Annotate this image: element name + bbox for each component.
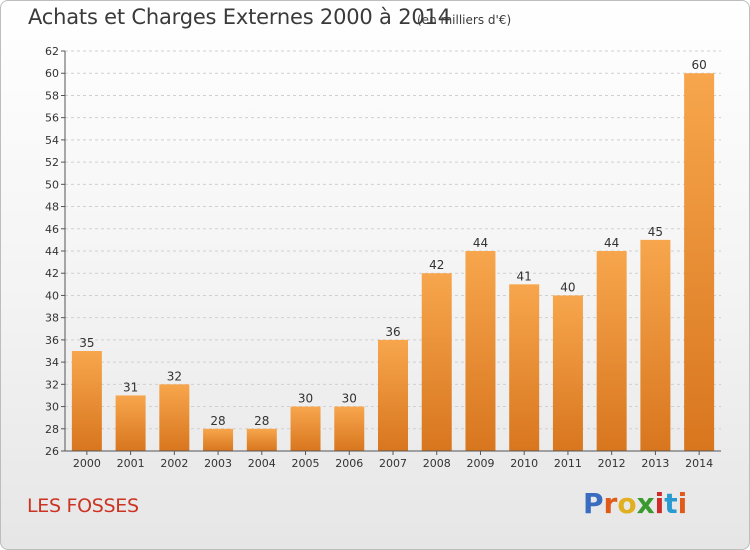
y-tick-label: 30	[45, 401, 59, 414]
data-label: 45	[648, 225, 663, 239]
data-label: 30	[342, 392, 357, 406]
y-tick-label: 62	[45, 45, 59, 58]
logo-letter: i	[677, 487, 688, 520]
x-tick-label: 2008	[423, 457, 451, 470]
y-tick-label: 38	[45, 312, 59, 325]
y-tick-label: 56	[45, 112, 59, 125]
data-label: 42	[429, 258, 444, 272]
x-tick-label: 2004	[248, 457, 276, 470]
data-label: 28	[210, 414, 225, 428]
y-tick-label: 32	[45, 378, 59, 391]
y-tick-label: 40	[45, 289, 59, 302]
logo-letter: i	[654, 487, 665, 520]
x-tick-label: 2005	[292, 457, 320, 470]
bar-2011	[552, 295, 583, 451]
bar-2008	[421, 273, 452, 451]
y-tick-label: 52	[45, 156, 59, 169]
data-label: 30	[298, 392, 313, 406]
logo-letter: x	[636, 487, 655, 520]
data-label: 44	[604, 236, 619, 250]
x-tick-label: 2014	[685, 457, 713, 470]
bar-2010	[509, 284, 540, 451]
x-tick-label: 2002	[160, 457, 188, 470]
data-label: 44	[473, 236, 488, 250]
x-tick-label: 2001	[117, 457, 145, 470]
y-tick-label: 28	[45, 423, 59, 436]
bar-2001	[115, 395, 146, 451]
bar-2009	[465, 251, 496, 451]
y-tick-label: 34	[45, 356, 59, 369]
x-tick-label: 2007	[379, 457, 407, 470]
chart-title: Achats et Charges Externes 2000 à 2014	[28, 5, 451, 29]
bar-2014	[684, 73, 715, 451]
bar-2000	[71, 351, 102, 451]
x-tick-label: 2009	[466, 457, 494, 470]
bar-2002	[159, 384, 190, 451]
bar-2012	[596, 251, 627, 451]
chart-unit: (en milliers d'€)	[417, 13, 512, 27]
data-label: 36	[385, 325, 400, 339]
x-tick-label: 2006	[335, 457, 363, 470]
y-tick-label: 50	[45, 178, 59, 191]
y-tick-label: 58	[45, 89, 59, 102]
bar-2004	[246, 428, 277, 451]
proxiti-logo[interactable]: Proxiti	[583, 487, 687, 520]
bar-2005	[290, 406, 321, 451]
data-label: 32	[167, 369, 182, 383]
x-tick-label: 2012	[598, 457, 626, 470]
y-tick-label: 42	[45, 267, 59, 280]
data-label: 35	[79, 336, 94, 350]
data-label: 41	[517, 269, 532, 283]
y-tick-label: 54	[45, 134, 59, 147]
data-label: 31	[123, 380, 138, 394]
bar-2003	[203, 428, 234, 451]
location-name: LES FOSSES	[27, 495, 139, 517]
y-tick-label: 44	[45, 245, 59, 258]
y-tick-label: 60	[45, 67, 59, 80]
data-label: 28	[254, 414, 269, 428]
logo-letter: r	[603, 487, 618, 520]
y-tick-label: 46	[45, 223, 59, 236]
y-tick-label: 36	[45, 334, 59, 347]
x-tick-label: 2011	[554, 457, 582, 470]
data-label: 60	[691, 58, 706, 72]
logo-letter: P	[583, 487, 604, 520]
y-tick-label: 26	[45, 445, 59, 458]
logo-letter: t	[664, 487, 678, 520]
x-tick-label: 2003	[204, 457, 232, 470]
bar-2007	[378, 339, 408, 451]
x-tick-label: 2000	[73, 457, 101, 470]
bar-2006	[334, 406, 365, 451]
bar-2013	[640, 239, 671, 451]
y-tick-label: 48	[45, 201, 59, 214]
x-tick-label: 2010	[510, 457, 538, 470]
x-tick-label: 2013	[641, 457, 669, 470]
logo-letter: o	[617, 487, 637, 520]
data-label: 40	[560, 280, 575, 294]
